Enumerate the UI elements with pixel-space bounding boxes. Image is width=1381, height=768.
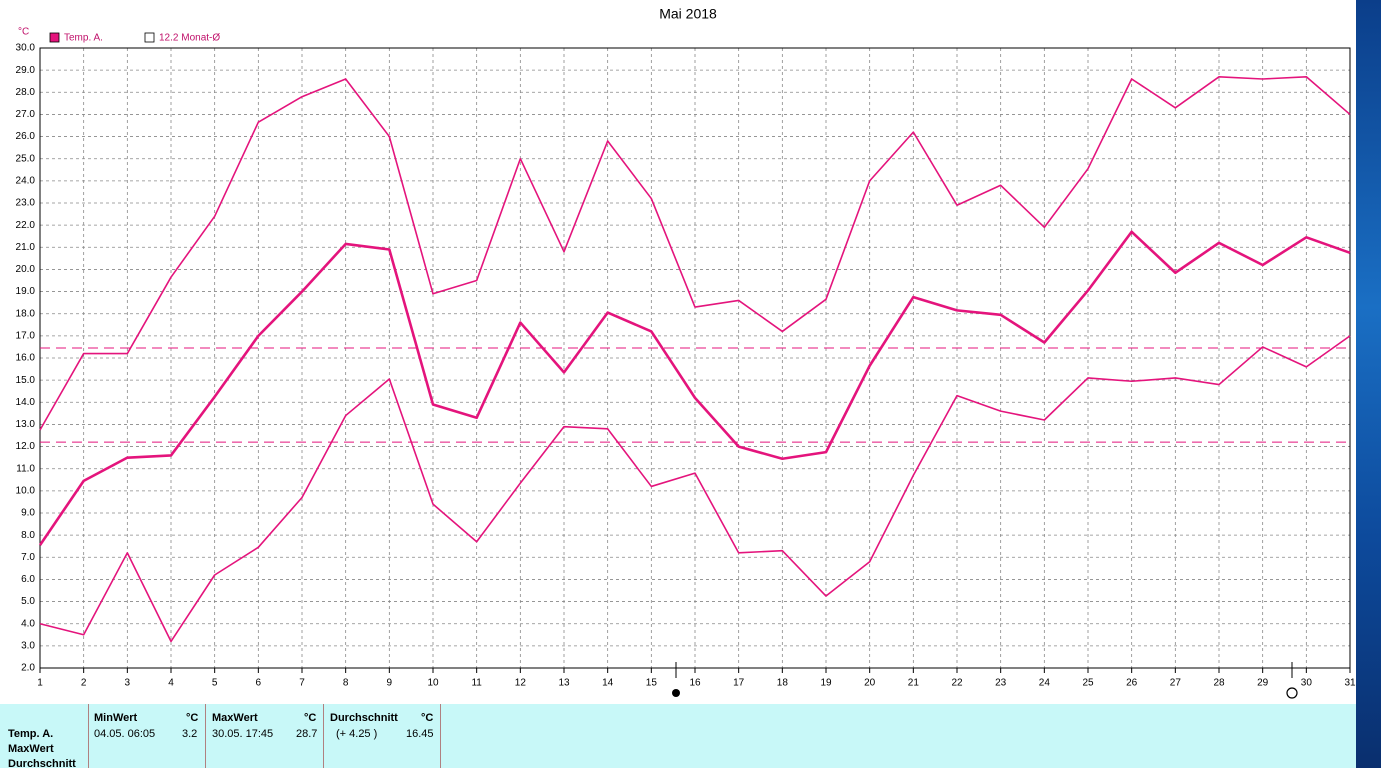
y-tick-label: 24.0 — [16, 175, 36, 186]
x-tick-label: 9 — [387, 678, 393, 689]
x-tick-label: 31 — [1344, 678, 1356, 689]
x-tick-label: 10 — [427, 678, 439, 689]
x-tick-label: 7 — [299, 678, 305, 689]
x-tick-label: 17 — [733, 678, 745, 689]
separator — [440, 704, 441, 768]
legend-label: Temp. A. — [64, 33, 103, 44]
x-tick-label: 8 — [343, 678, 349, 689]
y-tick-label: 28.0 — [16, 87, 36, 98]
y-tick-label: 11.0 — [16, 463, 35, 474]
moon-full — [1286, 687, 1298, 699]
unit: °C — [186, 712, 199, 724]
y-tick-label: 12.0 — [16, 441, 36, 452]
y-tick-label: 10.0 — [16, 485, 36, 496]
legend-swatch — [144, 32, 155, 43]
x-tick-label: 18 — [777, 678, 789, 689]
y-tick-label: 4.0 — [21, 618, 35, 629]
series-line — [38, 230, 1351, 546]
y-tick-label: 8.0 — [21, 530, 35, 541]
x-tick-label: 12 — [515, 678, 527, 689]
x-tick-label: 16 — [689, 678, 701, 689]
x-tick-label: 11 — [471, 678, 482, 689]
y-tick-label: 15.0 — [16, 375, 36, 386]
separator — [323, 704, 324, 768]
y-unit: °C — [18, 27, 29, 38]
separator — [205, 704, 206, 768]
row-label: Temp. A. — [8, 728, 54, 740]
cell-when: 30.05. 17:45 — [212, 728, 274, 740]
series-line — [39, 335, 1351, 643]
y-tick-label: 20.0 — [16, 264, 36, 275]
series-line — [39, 75, 1351, 431]
x-tick-label: 23 — [995, 678, 1007, 689]
x-tick-label: 29 — [1257, 678, 1269, 689]
x-tick-label: 25 — [1082, 678, 1094, 689]
y-tick-label: 13.0 — [16, 419, 36, 430]
y-tick-label: 16.0 — [16, 353, 36, 364]
x-tick-label: 19 — [820, 678, 832, 689]
y-tick-label: 5.0 — [21, 596, 35, 607]
x-tick-label: 24 — [1039, 678, 1051, 689]
y-tick-label: 7.0 — [21, 552, 35, 563]
x-tick-label: 30 — [1301, 678, 1313, 689]
x-tick-label: 21 — [908, 678, 920, 689]
cell-when: (+ 4.25 ) — [336, 728, 378, 740]
legend: Temp. A. 12.2 Monat-Ø — [49, 32, 220, 44]
summary-table: Temp. A. MaxWert Durchschnitt MinWert °C… — [0, 704, 1356, 768]
y-tick-label: 27.0 — [16, 109, 36, 120]
cell-value: 16.45 — [406, 728, 434, 740]
y-tick-label: 17.0 — [16, 330, 36, 341]
legend-label: 12.2 Monat-Ø — [159, 33, 220, 44]
x-tick-label: 28 — [1213, 678, 1225, 689]
separator — [88, 704, 89, 768]
chart-background — [0, 0, 1356, 704]
unit: °C — [421, 712, 434, 724]
y-tick-label: 18.0 — [16, 308, 36, 319]
legend-swatch — [49, 32, 60, 43]
x-tick-label: 20 — [864, 678, 876, 689]
moon-new — [672, 689, 680, 697]
y-tick-label: 22.0 — [16, 220, 36, 231]
x-tick-label: 13 — [558, 678, 570, 689]
x-tick-label: 22 — [951, 678, 963, 689]
x-tick-label: 5 — [212, 678, 218, 689]
y-tick-label: 3.0 — [21, 640, 35, 651]
plot-frame — [39, 47, 1351, 669]
x-tick-label: 1 — [37, 678, 43, 689]
x-tick-label: 27 — [1170, 678, 1182, 689]
x-tick-label: 6 — [256, 678, 262, 689]
unit: °C — [304, 712, 317, 724]
y-tick-label: 21.0 — [16, 242, 36, 253]
y-tick-label: 19.0 — [16, 286, 36, 297]
y-tick-label: 2.0 — [21, 663, 35, 674]
column-header: MinWert — [94, 712, 138, 724]
y-tick-label: 25.0 — [16, 153, 36, 164]
y-tick-label: 26.0 — [16, 131, 36, 142]
column-header: MaxWert — [212, 712, 258, 724]
desktop-strip — [1356, 0, 1381, 768]
chart: Mai 2018 °C Temp. A. 12.2 Monat-Ø 2.0 3.0 4… — [0, 0, 1356, 704]
cell-value: 28.7 — [296, 728, 318, 740]
chart-title: Mai 2018 — [659, 6, 717, 22]
x-tick-label: 4 — [168, 678, 174, 689]
y-tick-label: 30.0 — [16, 43, 36, 54]
y-tick-label: 9.0 — [21, 508, 35, 519]
x-tick-label: 15 — [646, 678, 658, 689]
cell-when: 04.05. 06:05 — [94, 728, 156, 740]
y-tick-label: 6.0 — [21, 574, 35, 585]
column-header: Durchschnitt — [330, 712, 398, 724]
row-label: MaxWert — [8, 743, 54, 755]
row-label: Durchschnitt — [8, 758, 76, 768]
cell-value: 3.2 — [182, 728, 198, 740]
x-tick-label: 14 — [602, 678, 614, 689]
plot: 2.0 3.0 4.0 5.0 6.0 7.0 8.0 9.0 10.0 11.0 12.0 13.0… — [16, 43, 1356, 689]
x-tick-label: 26 — [1126, 678, 1138, 689]
y-tick-label: 23.0 — [16, 198, 36, 209]
y-tick-label: 29.0 — [16, 65, 36, 76]
y-tick-label: 14.0 — [16, 397, 36, 408]
x-tick-label: 3 — [125, 678, 131, 689]
x-tick-label: 2 — [81, 678, 87, 689]
